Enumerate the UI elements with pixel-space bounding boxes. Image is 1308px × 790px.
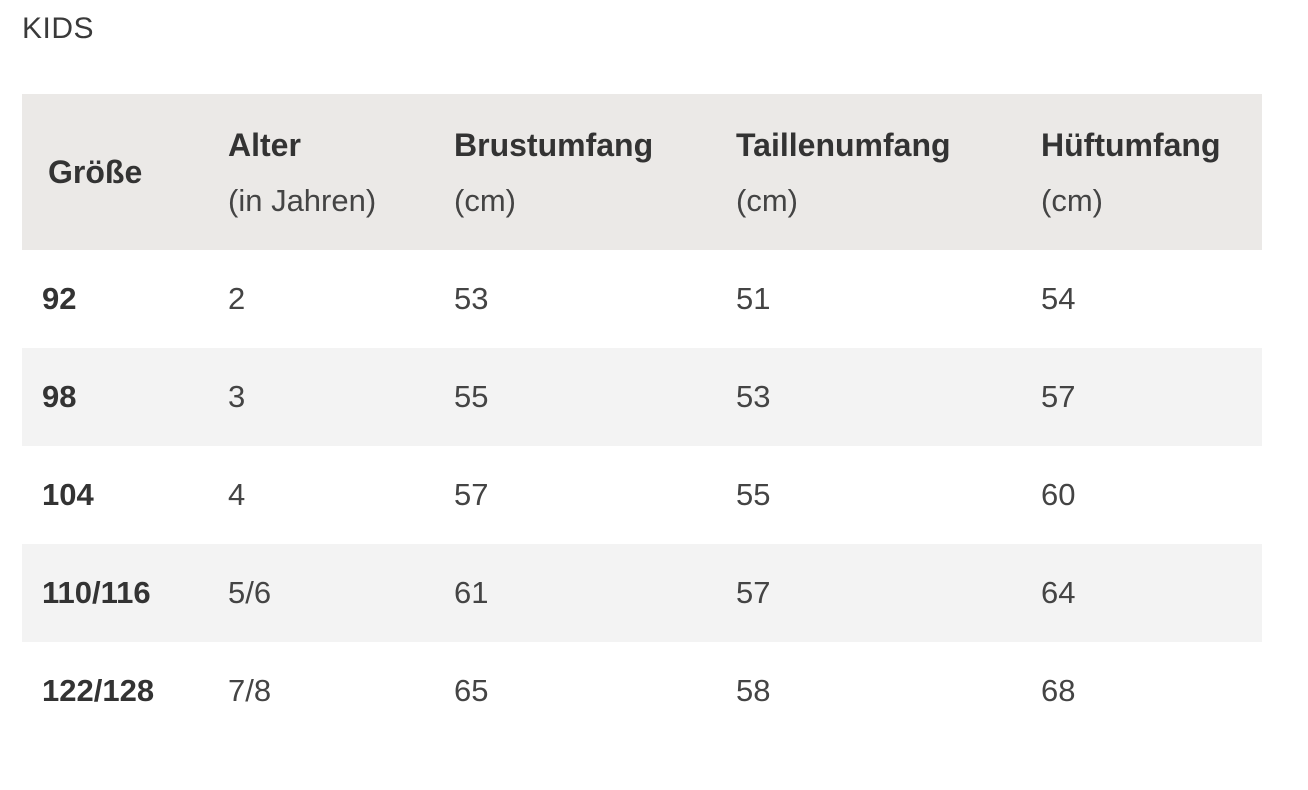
header-label: Taillenumfang [736,126,951,163]
header-waist: Taillenumfang (cm) [736,94,1041,250]
waist-cell: 58 [736,673,771,708]
size-cell: 110/116 [42,575,151,610]
waist-cell: 57 [736,575,771,610]
hip-cell: 57 [1041,379,1076,414]
hip-cell: 64 [1041,575,1076,610]
waist-cell: 51 [736,281,771,316]
size-cell: 98 [42,379,77,414]
header-unit: (in Jahren) [228,182,377,218]
chest-cell: 65 [454,673,489,708]
header-label: Hüftumfang [1041,126,1221,163]
table-row: 122/128 7/8 65 58 68 [22,642,1262,740]
size-cell: 104 [42,477,94,512]
hip-cell: 60 [1041,477,1076,512]
header-age: Alter (in Jahren) [228,94,454,250]
age-cell: 4 [228,477,246,512]
size-cell: 92 [42,281,77,316]
age-cell: 3 [228,379,246,414]
waist-cell: 53 [736,379,771,414]
header-size: Größe [22,94,228,250]
hip-cell: 68 [1041,673,1076,708]
header-chest: Brustumfang (cm) [454,94,736,250]
chest-cell: 53 [454,281,489,316]
header-label: Alter [228,126,301,163]
chest-cell: 57 [454,477,489,512]
waist-cell: 55 [736,477,771,512]
header-hip: Hüftumfang (cm) [1041,94,1262,250]
size-chart-table: Größe Alter (in Jahren) Brustumfang (cm)… [22,94,1262,740]
table-row: 104 4 57 55 60 [22,446,1262,544]
header-unit: (cm) [736,182,798,218]
age-cell: 7/8 [228,673,272,708]
hip-cell: 54 [1041,281,1076,316]
table-row: 110/116 5/6 61 57 64 [22,544,1262,642]
section-title: KIDS [22,12,95,45]
table-header-row: Größe Alter (in Jahren) Brustumfang (cm)… [22,94,1262,250]
header-unit: (cm) [1041,182,1103,218]
header-label: Brustumfang [454,126,654,163]
table-row: 92 2 53 51 54 [22,250,1262,348]
table-row: 98 3 55 53 57 [22,348,1262,446]
age-cell: 2 [228,281,246,316]
header-unit: (cm) [454,182,516,218]
chest-cell: 61 [454,575,489,610]
chest-cell: 55 [454,379,489,414]
age-cell: 5/6 [228,575,272,610]
header-label: Größe [48,154,143,190]
size-cell: 122/128 [42,673,155,708]
